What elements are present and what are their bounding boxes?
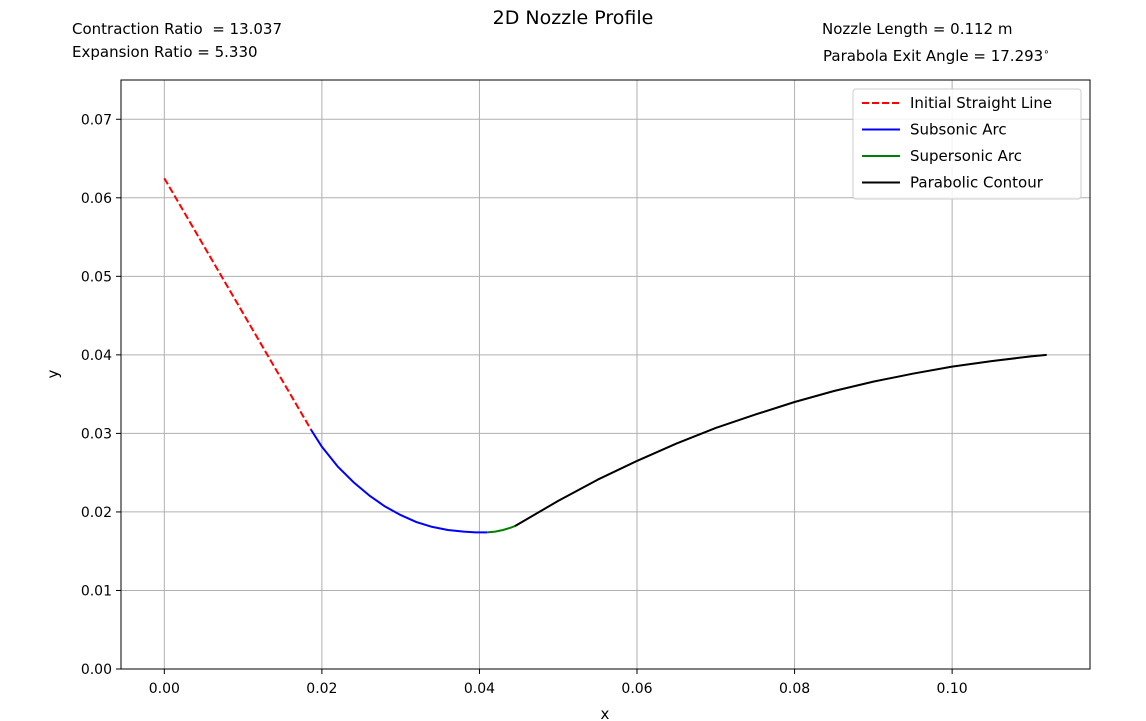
series-line-1: [310, 428, 488, 534]
series-line-0: [163, 177, 312, 431]
x-tick-label-2: 0.04: [464, 681, 495, 697]
series-line-2: [487, 525, 516, 534]
y-axis-label: y: [44, 369, 62, 378]
y-tick-label-7: 0.07: [81, 112, 112, 128]
nozzle-length-annotation: Nozzle Length = 0.112 m: [822, 20, 1013, 38]
chart-title: 2D Nozzle Profile: [492, 7, 654, 29]
x-tick-label-0: 0.00: [149, 681, 180, 697]
x-tick-label-4: 0.08: [779, 681, 810, 697]
y-tick-label-4: 0.04: [81, 348, 112, 364]
y-tick-label-1: 0.01: [81, 583, 112, 599]
x-axis-ticks: 0.00 0.02 0.04 0.06 0.08 0.10: [149, 669, 968, 697]
contraction-ratio-annotation: Contraction Ratio = 13.037: [72, 20, 283, 38]
series-line-3: [514, 353, 1047, 527]
legend-label-1: Subsonic Arc: [910, 121, 1007, 139]
expansion-ratio-annotation: Expansion Ratio = 5.330: [72, 43, 258, 61]
y-tick-label-2: 0.02: [81, 505, 112, 521]
x-tick-label-3: 0.06: [621, 681, 652, 697]
legend-box: [852, 88, 1082, 200]
legend: Initial Straight Line Subsonic Arc Superso…: [852, 88, 1082, 200]
series-layer: [163, 177, 1047, 534]
legend-label-3: Parabolic Contour: [910, 174, 1044, 192]
axes-frame: [120, 79, 1091, 670]
legend-label-2: Supersonic Arc: [910, 147, 1022, 165]
y-tick-label-5: 0.05: [81, 269, 112, 285]
exit-angle-annotation: Parabola Exit Angle = 17.293∘: [823, 47, 1050, 65]
x-tick-label-5: 0.10: [937, 681, 968, 697]
y-tick-label-6: 0.06: [81, 191, 112, 207]
x-axis-label: x: [601, 705, 610, 721]
y-axis-ticks: 0.00 0.01 0.02 0.03 0.04 0.05 0.06 0.07: [81, 112, 121, 678]
y-tick-label-0: 0.00: [81, 662, 112, 678]
y-tick-label-3: 0.03: [81, 426, 112, 442]
x-tick-label-1: 0.02: [306, 681, 337, 697]
legend-label-0: Initial Straight Line: [910, 94, 1052, 112]
